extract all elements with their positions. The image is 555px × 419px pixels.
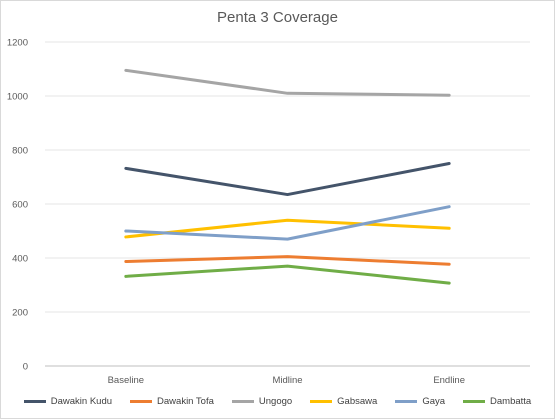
y-tick-label: 800 [12,146,28,157]
legend-item: Dawakin Tofa [130,396,214,407]
x-tick-label: Baseline [108,375,144,386]
chart-legend: Dawakin Kudu Dawakin Tofa Ungogo Gabsawa Gay… [0,396,555,407]
y-tick-label: 0 [23,362,28,373]
series-line-dawakin-tofa [124,255,451,266]
y-tick-label: 600 [12,200,28,211]
legend-label: Dawakin Kudu [50,396,113,407]
series-line-ungogo [124,68,451,97]
legend-swatch [231,400,254,403]
y-tick-label: 400 [12,254,28,265]
legend-label: Dawakin Tofa [157,396,214,407]
legend-item: Dawakin Kudu [23,396,113,407]
series-line-gaya [124,205,451,241]
legend-swatch [310,400,333,403]
legend-swatch [23,400,46,403]
series-line-dawakin-kudu [124,162,451,197]
legend-item: Dambatta [463,396,531,407]
y-tick-label: 1000 [7,92,28,103]
legend-label: Gaya [422,396,446,407]
legend-label: Gabsawa [337,396,378,407]
legend-swatch [463,400,486,403]
legend-item: Gaya [395,396,445,407]
series-line-dambatta [124,264,451,285]
chart-title: Penta 3 Coverage [217,9,338,26]
y-tick-label: 1200 [7,38,28,49]
legend-label: Ungogo [258,396,293,407]
legend-swatch [130,400,153,403]
series-line-gabsawa [124,218,451,239]
legend-label: Dambatta [490,396,532,407]
legend-item: Ungogo [231,396,293,407]
legend-item: Gabsawa [310,396,377,407]
x-tick-label: Midline [272,375,302,386]
legend-swatch [395,400,418,403]
x-tick-label: Endline [433,375,465,386]
y-tick-label: 200 [12,308,28,319]
